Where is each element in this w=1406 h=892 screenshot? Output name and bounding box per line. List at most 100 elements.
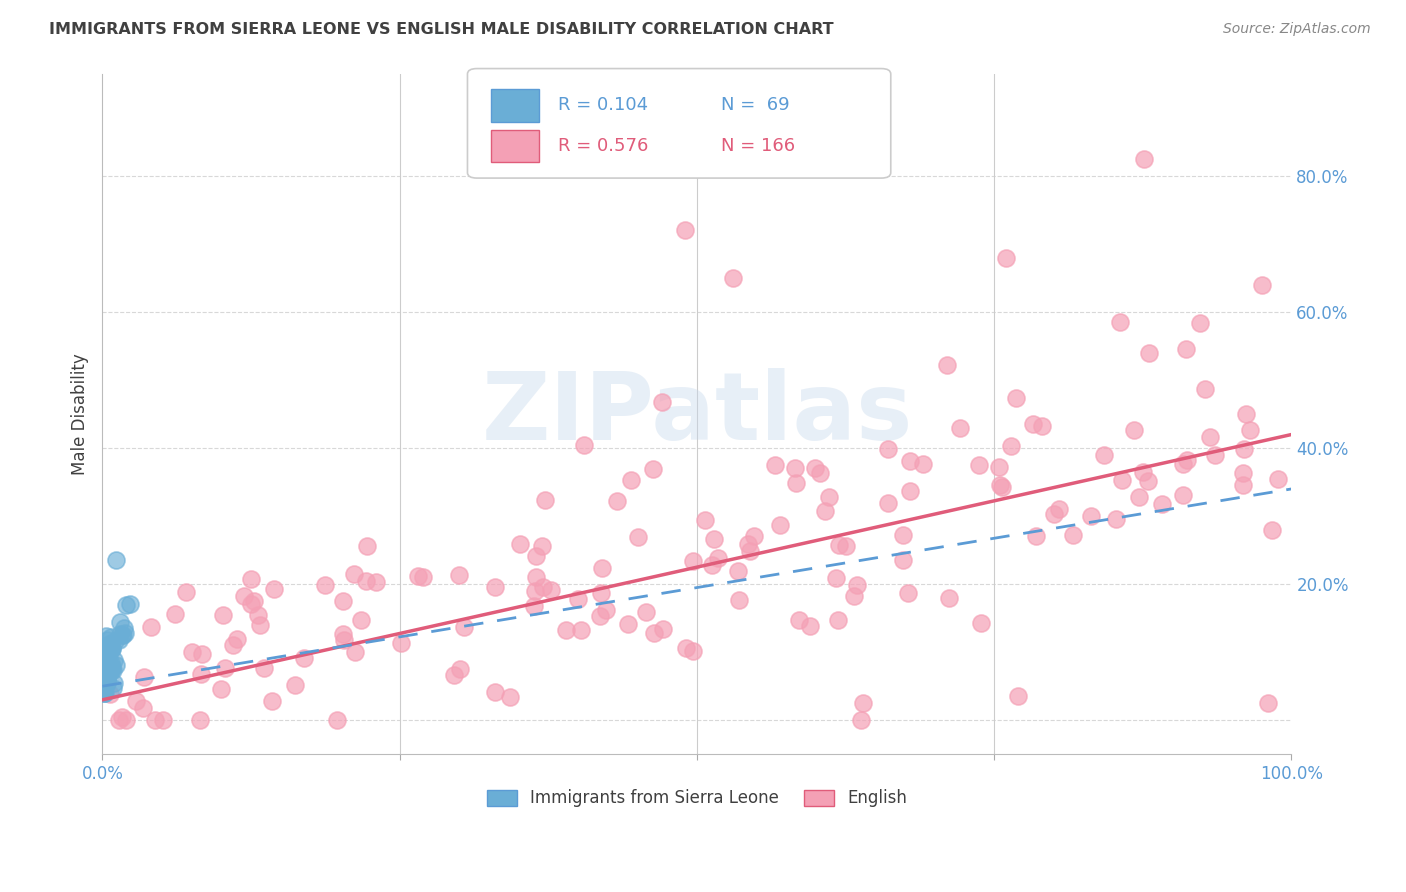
Point <box>93 643 115 657</box>
Point <box>1239 423 1261 437</box>
Point <box>94 686 117 700</box>
Point <box>326 713 349 727</box>
Point <box>988 478 1011 492</box>
Point <box>131 701 153 715</box>
Point <box>1174 342 1197 356</box>
Point <box>108 713 131 727</box>
Point <box>232 589 254 603</box>
Point <box>118 597 141 611</box>
Point <box>343 645 366 659</box>
Point <box>93 653 115 667</box>
Point <box>849 713 872 727</box>
FancyBboxPatch shape <box>467 69 891 178</box>
Point <box>703 533 725 547</box>
Point <box>1042 507 1064 521</box>
Point <box>651 622 673 636</box>
Point <box>97 657 120 672</box>
Point <box>728 593 751 607</box>
Point <box>96 674 118 689</box>
Point <box>188 713 211 727</box>
Point <box>152 713 174 727</box>
Point <box>112 628 135 642</box>
Point <box>1152 497 1174 511</box>
Point <box>96 632 118 647</box>
Point <box>524 570 547 584</box>
Point <box>620 474 643 488</box>
Point <box>101 642 124 657</box>
Point <box>104 553 127 567</box>
Point <box>364 574 387 589</box>
Point <box>1133 152 1156 166</box>
Point <box>190 647 212 661</box>
Point <box>389 636 412 650</box>
Point <box>260 694 283 708</box>
Point <box>988 460 1011 475</box>
Point <box>877 442 900 457</box>
Point <box>93 665 115 679</box>
Point <box>111 709 134 723</box>
Point <box>100 664 122 678</box>
Point <box>769 517 792 532</box>
Point <box>333 633 356 648</box>
Point <box>100 663 122 677</box>
Point <box>96 661 118 675</box>
Point <box>98 687 121 701</box>
Point <box>789 613 811 627</box>
Point <box>115 598 138 612</box>
Point <box>898 483 921 498</box>
Point <box>114 626 136 640</box>
Point <box>93 678 115 692</box>
Point <box>190 666 212 681</box>
Point <box>808 466 831 480</box>
Point <box>112 621 135 635</box>
Point <box>94 648 117 663</box>
Point <box>101 681 124 695</box>
Point <box>97 662 120 676</box>
Point <box>1031 419 1053 434</box>
Point <box>1092 448 1115 462</box>
Point <box>97 661 120 675</box>
Point <box>626 531 648 545</box>
Point <box>453 620 475 634</box>
Point <box>852 696 875 710</box>
Point <box>785 476 807 491</box>
Point <box>412 570 434 584</box>
Point <box>103 652 125 666</box>
Point <box>94 652 117 666</box>
Point <box>94 677 117 691</box>
Point <box>825 571 848 585</box>
Point <box>912 457 935 471</box>
Point <box>163 607 186 621</box>
Point <box>1189 316 1212 330</box>
Point <box>534 493 557 508</box>
Point <box>98 640 121 655</box>
Point <box>1194 382 1216 396</box>
Point <box>484 685 506 699</box>
Point <box>842 589 865 603</box>
Point <box>354 574 377 588</box>
Point <box>1137 474 1160 488</box>
Point <box>695 513 717 527</box>
Point <box>1000 439 1022 453</box>
Point <box>991 480 1014 494</box>
Point <box>1111 473 1133 487</box>
Point <box>524 549 547 564</box>
Point <box>110 628 132 642</box>
Point <box>877 495 900 509</box>
Point <box>94 645 117 659</box>
Point <box>222 639 245 653</box>
Point <box>1199 430 1222 444</box>
Point <box>589 586 612 600</box>
Point <box>96 652 118 666</box>
Point <box>1025 529 1047 543</box>
Point <box>1173 457 1195 471</box>
Point <box>636 605 658 619</box>
Point <box>1250 277 1272 292</box>
Point <box>211 607 233 622</box>
Point <box>449 663 471 677</box>
Point <box>595 603 617 617</box>
Point <box>891 553 914 567</box>
Point <box>93 649 115 664</box>
Point <box>738 543 761 558</box>
Point <box>938 591 960 606</box>
